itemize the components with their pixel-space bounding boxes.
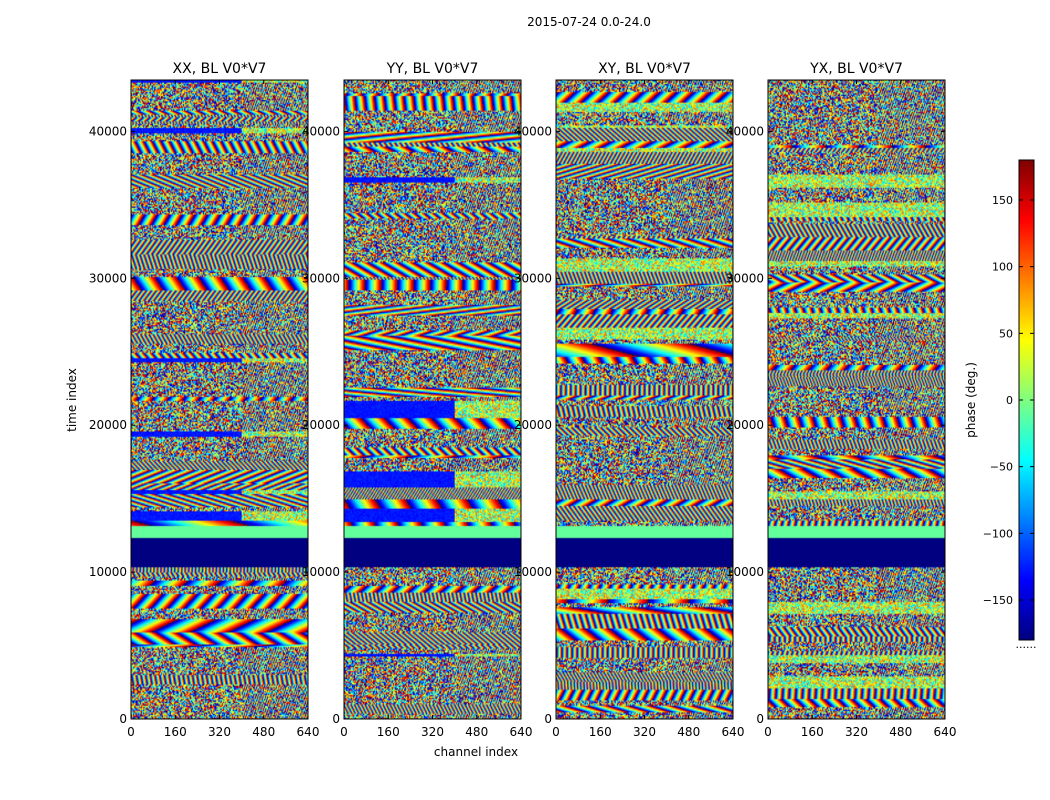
phase-heatmap bbox=[344, 80, 521, 719]
phase-heatmap bbox=[768, 80, 945, 719]
x-tick-label: 0 bbox=[552, 725, 560, 739]
y-tick-label: 10000 bbox=[726, 565, 764, 579]
y-tick-label: 40000 bbox=[514, 124, 552, 138]
x-tick-label: 160 bbox=[164, 725, 187, 739]
y-tick-label: 20000 bbox=[514, 418, 552, 432]
x-tick-label: 320 bbox=[845, 725, 868, 739]
colorbar: −150 −100 −50 0 50 100 150 bbox=[983, 159, 1035, 641]
colorbar-footer: ...... bbox=[1016, 638, 1037, 651]
x-tick-label: 0 bbox=[764, 725, 772, 739]
y-tick-label: 40000 bbox=[726, 124, 764, 138]
panel-yx: YX, BL V0*V7 0 160 320 480 640 0 10000 20000 3000… bbox=[726, 61, 957, 739]
panel-title: XY, BL V0*V7 bbox=[598, 61, 691, 77]
y-tick-label: 30000 bbox=[726, 271, 764, 285]
y-tick-label: 0 bbox=[119, 712, 127, 726]
x-tick-label: 640 bbox=[722, 725, 745, 739]
x-tick-label: 640 bbox=[510, 725, 533, 739]
panel-xy: XY, BL V0*V7 0 160 320 480 640 0 10000 20000 3000… bbox=[514, 61, 745, 739]
x-tick-label: 0 bbox=[127, 725, 135, 739]
y-tick-label: 10000 bbox=[514, 565, 552, 579]
colorbar-tick-label: 50 bbox=[999, 327, 1013, 340]
x-tick-label: 320 bbox=[208, 725, 231, 739]
x-tick-label: 640 bbox=[297, 725, 320, 739]
y-tick-label: 20000 bbox=[726, 418, 764, 432]
y-tick-label: 20000 bbox=[89, 418, 127, 432]
colorbar-gradient bbox=[1019, 160, 1034, 640]
panels-layer: XX, BL V0*V7 0 160 320 480 640 0 10000 20000 3000… bbox=[89, 61, 957, 739]
y-tick-label: 0 bbox=[332, 712, 340, 726]
y-tick-label: 10000 bbox=[89, 565, 127, 579]
y-tick-label: 40000 bbox=[89, 124, 127, 138]
colorbar-tick-label: −50 bbox=[990, 461, 1013, 474]
panel-title: YX, BL V0*V7 bbox=[809, 61, 903, 77]
figure-suptitle: 2015-07-24 0.0-24.0 bbox=[527, 15, 651, 29]
x-tick-label: 160 bbox=[589, 725, 612, 739]
x-tick-label: 480 bbox=[889, 725, 912, 739]
x-tick-label: 0 bbox=[340, 725, 348, 739]
y-tick-label: 30000 bbox=[514, 271, 552, 285]
x-axis-label: channel index bbox=[434, 745, 518, 759]
y-tick-label: 20000 bbox=[302, 418, 340, 432]
y-tick-label: 0 bbox=[756, 712, 764, 726]
y-tick-label: 40000 bbox=[302, 124, 340, 138]
panel-yy: YY, BL V0*V7 0 160 320 480 640 0 10000 20000 3000… bbox=[302, 61, 533, 739]
colorbar-tick-label: 150 bbox=[992, 194, 1013, 207]
x-tick-label: 160 bbox=[377, 725, 400, 739]
panel-title: XX, BL V0*V7 bbox=[173, 61, 267, 77]
x-tick-label: 480 bbox=[677, 725, 700, 739]
colorbar-label: phase (deg.) bbox=[964, 362, 978, 438]
y-tick-label: 10000 bbox=[302, 565, 340, 579]
x-tick-label: 480 bbox=[252, 725, 275, 739]
panel-xx: XX, BL V0*V7 0 160 320 480 640 0 10000 20000 3000… bbox=[89, 61, 320, 739]
colorbar-tick-label: 100 bbox=[992, 261, 1013, 274]
x-tick-label: 320 bbox=[633, 725, 656, 739]
y-tick-label: 30000 bbox=[302, 271, 340, 285]
x-tick-label: 640 bbox=[934, 725, 957, 739]
panel-title: YY, BL V0*V7 bbox=[386, 61, 479, 77]
x-tick-label: 160 bbox=[801, 725, 824, 739]
colorbar-tick-label: −100 bbox=[983, 527, 1013, 540]
phase-heatmap bbox=[131, 80, 308, 719]
y-axis-label: time index bbox=[65, 368, 79, 432]
x-tick-label: 480 bbox=[465, 725, 488, 739]
y-tick-label: 30000 bbox=[89, 271, 127, 285]
colorbar-tick-label: −150 bbox=[983, 594, 1013, 607]
y-tick-label: 0 bbox=[544, 712, 552, 726]
phase-heatmap bbox=[556, 80, 733, 719]
x-tick-label: 320 bbox=[421, 725, 444, 739]
colorbar-tick-label: 0 bbox=[1006, 394, 1013, 407]
